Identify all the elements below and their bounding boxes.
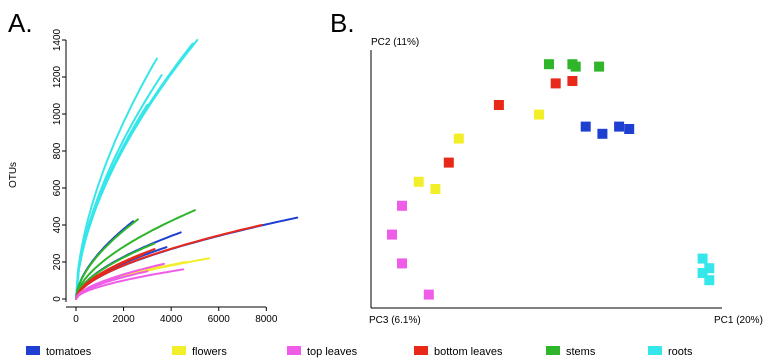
panel-a-ytick-label: 400 xyxy=(52,216,63,233)
pca-point-tomatoes xyxy=(624,124,635,134)
pca-point-stems xyxy=(544,59,554,70)
legend-label-bottom-leaves: bottom leaves xyxy=(434,346,503,358)
rarefaction-curve-stems xyxy=(75,218,139,300)
legend-swatch-bottom-leaves xyxy=(414,346,428,355)
legend-label-tomatoes: tomatoes xyxy=(46,346,92,358)
pca-point-stems xyxy=(570,61,581,72)
legend-swatch-top-leaves xyxy=(287,346,301,355)
legend-label-top-leaves: top leaves xyxy=(307,346,358,358)
panel-a-letter: A. xyxy=(8,8,33,38)
pca-point-top-leaves xyxy=(423,289,434,300)
pca-point-roots xyxy=(697,268,708,278)
legend: tomatoes flowers top leaves bottom leaves st… xyxy=(26,346,693,358)
pca-point-roots xyxy=(697,253,708,264)
pca-point-flowers xyxy=(413,176,424,187)
pca-point-stems xyxy=(594,61,605,72)
pca-point-flowers xyxy=(534,109,544,120)
pca-point-top-leaves xyxy=(397,258,407,269)
panel-a-ytick-label: 1000 xyxy=(52,102,63,125)
panel-a-ytick-label: 1400 xyxy=(52,28,63,51)
rarefaction-curve-bottom-leaves xyxy=(75,224,263,300)
pca-point-tomatoes xyxy=(580,121,591,132)
pca-point-bottom-leaves xyxy=(443,157,454,168)
pca-point-top-leaves xyxy=(387,229,397,240)
panel-a-xtick-label: 2000 xyxy=(112,314,135,325)
panel-a-ytick-label: 1200 xyxy=(52,65,63,88)
rarefaction-curve-roots xyxy=(75,57,158,300)
panel-a-ylabel: OTUs xyxy=(8,162,19,188)
rarefaction-curve-tomatoes xyxy=(75,216,299,300)
panel-a-ytick-label: 600 xyxy=(52,179,63,196)
pca-point-tomatoes xyxy=(614,121,625,132)
panel-b-xlabel: PC1 (20%) xyxy=(714,315,763,326)
pca-point-bottom-leaves xyxy=(493,100,504,110)
rarefaction-curve-stems xyxy=(75,209,196,300)
panel-b: B. PC2 (11%) PC3 (6.1%) PC1 (20%) xyxy=(330,8,763,326)
pca-point-bottom-leaves xyxy=(550,78,561,89)
pca-point-bottom-leaves xyxy=(567,76,578,86)
panel-a-xtick-label: 4000 xyxy=(160,314,183,325)
legend-label-flowers: flowers xyxy=(192,346,227,358)
legend-label-roots: roots xyxy=(668,346,693,358)
legend-label-stems: stems xyxy=(566,346,596,358)
pca-point-top-leaves xyxy=(397,200,407,211)
legend-swatch-flowers xyxy=(172,346,186,355)
panel-b-zlabel: PC3 (6.1%) xyxy=(369,315,421,326)
pca-point-tomatoes xyxy=(597,128,608,139)
rarefaction-curve-bottom-leaves xyxy=(75,253,144,300)
panel-b-letter: B. xyxy=(330,8,355,38)
legend-swatch-roots xyxy=(648,346,662,355)
rarefaction-curve-roots xyxy=(75,103,149,300)
rarefaction-curve-top-leaves xyxy=(75,275,120,300)
panel-a-ytick-label: 0 xyxy=(52,296,63,302)
panel-b-ylabel: PC2 (11%) xyxy=(371,37,419,48)
pca-point-roots xyxy=(704,263,715,274)
panel-a: A. OTUs 0 200 400 600 800 1000 1200 1400 0 2000 4… xyxy=(8,8,299,325)
legend-swatch-stems xyxy=(546,346,560,355)
legend-swatch-tomatoes xyxy=(26,346,40,355)
rarefaction-curve-top-leaves xyxy=(75,268,185,300)
pca-point-flowers xyxy=(430,184,441,194)
panel-a-xtick-label: 8000 xyxy=(255,314,278,325)
panel-a-xtick-label: 0 xyxy=(73,314,79,325)
panel-a-ytick-label: 800 xyxy=(52,142,63,159)
rarefaction-curve-stems xyxy=(75,242,156,300)
pca-point-flowers xyxy=(453,133,464,144)
pca-point-roots xyxy=(704,275,715,286)
panel-a-ytick-label: 200 xyxy=(52,253,63,270)
panel-a-xtick-label: 6000 xyxy=(208,314,231,325)
